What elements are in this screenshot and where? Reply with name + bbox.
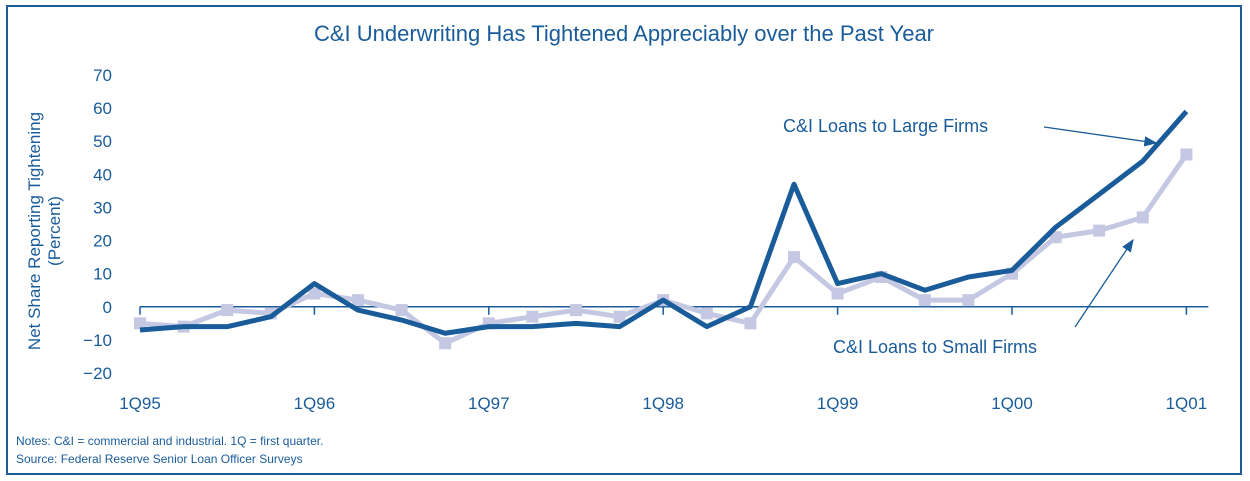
annotation-arrow-large-firms [1043, 126, 1158, 147]
data-point-small-firms [1136, 211, 1149, 224]
data-point-small-firms [439, 337, 452, 350]
data-point-small-firms [1180, 148, 1193, 161]
data-point-small-firms [962, 294, 975, 307]
data-point-small-firms [613, 310, 626, 323]
series-line-small-firms [139, 153, 1189, 346]
source-text: Source: Federal Reserve Senior Loan Offi… [16, 452, 303, 466]
x-tick-label: 1Q98 [642, 394, 684, 413]
annotation-arrow-small-firms [1074, 238, 1134, 328]
data-point-small-firms [221, 304, 234, 317]
y-tick-label: 0 [103, 298, 112, 317]
series-layer [134, 109, 1193, 350]
x-tick-label: 1Q97 [468, 394, 510, 413]
data-point-small-firms [788, 251, 800, 264]
data-point-small-firms [831, 287, 844, 300]
line-chart: C&I Underwriting Has Tightened Appreciab… [25, 21, 1209, 413]
annotation-small-firms: C&I Loans to Small Firms [833, 337, 1037, 357]
y-axis-label-unit: (Percent) [45, 196, 64, 266]
data-point-small-firms [308, 287, 321, 300]
notes-text: Notes: C&I = commercial and industrial. … [16, 434, 324, 448]
data-point-small-firms [352, 294, 364, 307]
x-tick-label: 1Q95 [119, 394, 161, 413]
y-tick-label: −20 [83, 364, 112, 383]
y-axis-label: Net Share Reporting Tightening [25, 112, 44, 350]
y-tick-label: 30 [93, 198, 112, 217]
data-point-small-firms [526, 310, 539, 323]
y-tick-label: −10 [83, 331, 112, 350]
annotation-layer: C&I Loans to Large Firms C&I Loans to Sma… [783, 116, 1158, 357]
y-tick-label: 50 [93, 132, 112, 151]
annotation-large-firms: C&I Loans to Large Firms [783, 116, 988, 136]
x-tick-label: 1Q01 [1166, 394, 1208, 413]
y-tick-label: 10 [93, 265, 112, 284]
data-point-small-firms [700, 307, 713, 320]
data-point-small-firms [918, 294, 931, 307]
x-tick-label: 1Q99 [817, 394, 859, 413]
data-point-small-firms [395, 304, 408, 317]
x-tick-label: 1Q00 [991, 394, 1033, 413]
data-point-small-firms [134, 317, 146, 330]
series-line-large-firms [139, 109, 1189, 336]
y-tick-label: 70 [93, 66, 112, 85]
data-point-small-firms [1093, 224, 1106, 237]
axes: −20 −10 0 10 20 30 40 50 60 70 1Q95 1Q96 1Q97 1Q98 1Q9… [83, 66, 1209, 413]
chart-title: C&I Underwriting Has Tightened Appreciab… [314, 21, 934, 46]
data-point-small-firms [1049, 231, 1062, 244]
data-point-small-firms [570, 304, 582, 317]
y-tick-label: 60 [93, 99, 112, 118]
data-point-small-firms [744, 317, 757, 330]
y-tick-label: 20 [93, 232, 112, 251]
x-tick-label: 1Q96 [294, 394, 336, 413]
y-tick-label: 40 [93, 165, 112, 184]
chart-frame: C&I Underwriting Has Tightened Appreciab… [6, 5, 1242, 475]
